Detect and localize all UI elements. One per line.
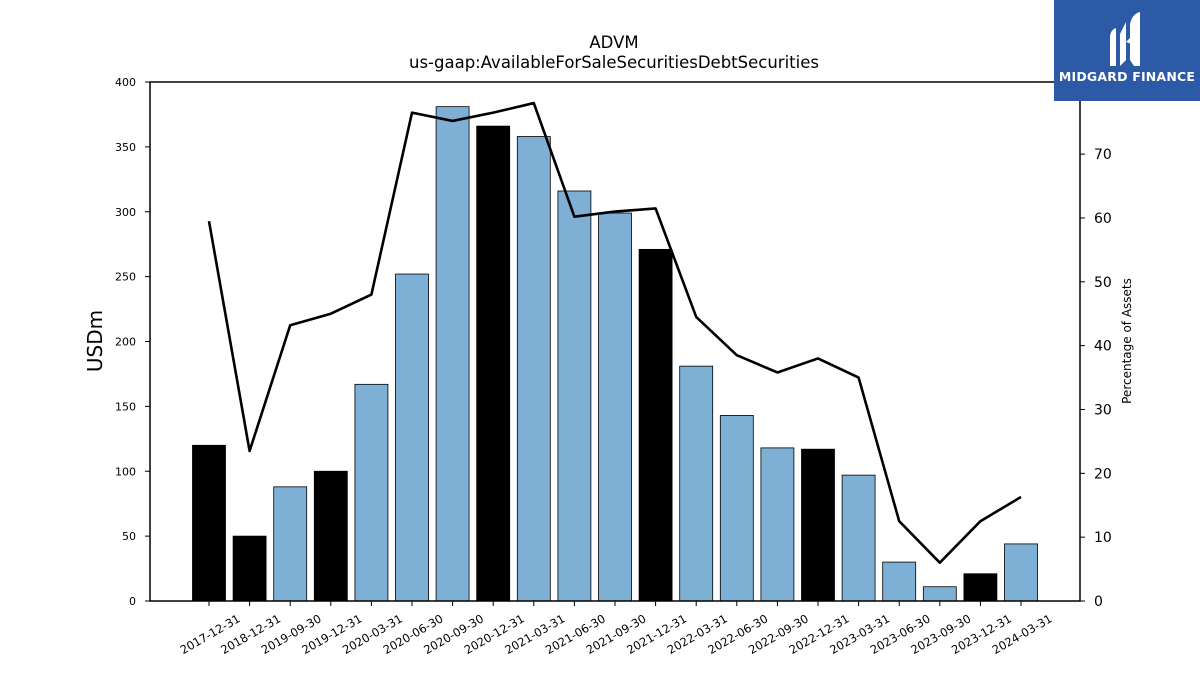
y2-tick-label: 10 <box>1094 530 1112 546</box>
bar-2021-03-31 <box>516 136 551 602</box>
bar-2023-12-31 <box>963 573 998 602</box>
y-tick-label: 0 <box>129 595 136 608</box>
y-tick-label: 200 <box>115 336 136 349</box>
brand-logo: MIDGARD FINANCE <box>1054 0 1200 101</box>
y2-tick-label: 20 <box>1094 466 1112 482</box>
y-tick-label: 400 <box>115 76 136 89</box>
y2-tick-label: 30 <box>1094 402 1112 418</box>
x-axis-ticks: 2017-12-312018-12-312019-09-302019-12-31… <box>178 601 1055 657</box>
y2-tick-label: 0 <box>1094 594 1103 610</box>
bar-2020-06-30 <box>395 273 429 602</box>
y2-tick-label: 60 <box>1094 211 1112 227</box>
y2-axis-ticks: 0 10 20 30 40 50 60 70 <box>1080 147 1112 610</box>
bar-2021-12-31 <box>638 248 673 602</box>
bar-2022-03-31 <box>679 365 714 602</box>
y-tick-label: 300 <box>115 206 136 219</box>
bar-2024-03-31 <box>1004 543 1038 602</box>
bar-2019-09-30 <box>273 486 308 602</box>
y-tick-label: 350 <box>115 141 136 154</box>
line-group <box>207 101 1022 565</box>
brand-name: MIDGARD FINANCE <box>1058 69 1196 84</box>
percentage-of-assets-line <box>207 101 1022 565</box>
bar-2018-12-31 <box>232 535 267 602</box>
chart-subtitle: us-gaap:AvailableForSaleSecuritiesDebtSe… <box>409 53 819 72</box>
bar-2017-12-31 <box>192 444 226 602</box>
bar-2019-12-31 <box>313 470 348 602</box>
bar-2020-09-30 <box>435 106 470 602</box>
y2-axis-label: Percentage of Assets <box>1120 278 1134 404</box>
bar-2023-06-30 <box>882 561 917 602</box>
y-tick-label: 250 <box>115 271 136 284</box>
bar-2020-12-31 <box>476 125 511 602</box>
bar-2023-03-31 <box>841 474 876 602</box>
bar-2022-12-31 <box>801 448 835 602</box>
chart-title: ADVM <box>589 33 638 52</box>
midgard-logo-icon <box>1110 12 1140 66</box>
bar-2021-06-30 <box>557 190 592 602</box>
y2-tick-label: 70 <box>1094 147 1112 163</box>
bar-2021-09-30 <box>598 212 632 602</box>
y-tick-label: 150 <box>115 400 136 413</box>
y-axis-label: USDm <box>83 310 107 372</box>
bar-2022-06-30 <box>719 415 754 602</box>
y2-tick-label: 50 <box>1094 275 1112 291</box>
bar-2023-09-30 <box>922 586 957 602</box>
y-axis-ticks: 0 50 100 150 200 250 300 350 400 <box>115 76 150 608</box>
y-tick-label: 100 <box>115 465 136 478</box>
bar-2022-09-30 <box>760 447 795 602</box>
y-tick-label: 50 <box>122 530 136 543</box>
bars-group <box>192 106 1038 602</box>
y2-tick-label: 40 <box>1094 339 1112 355</box>
bar-2020-03-31 <box>354 383 389 602</box>
